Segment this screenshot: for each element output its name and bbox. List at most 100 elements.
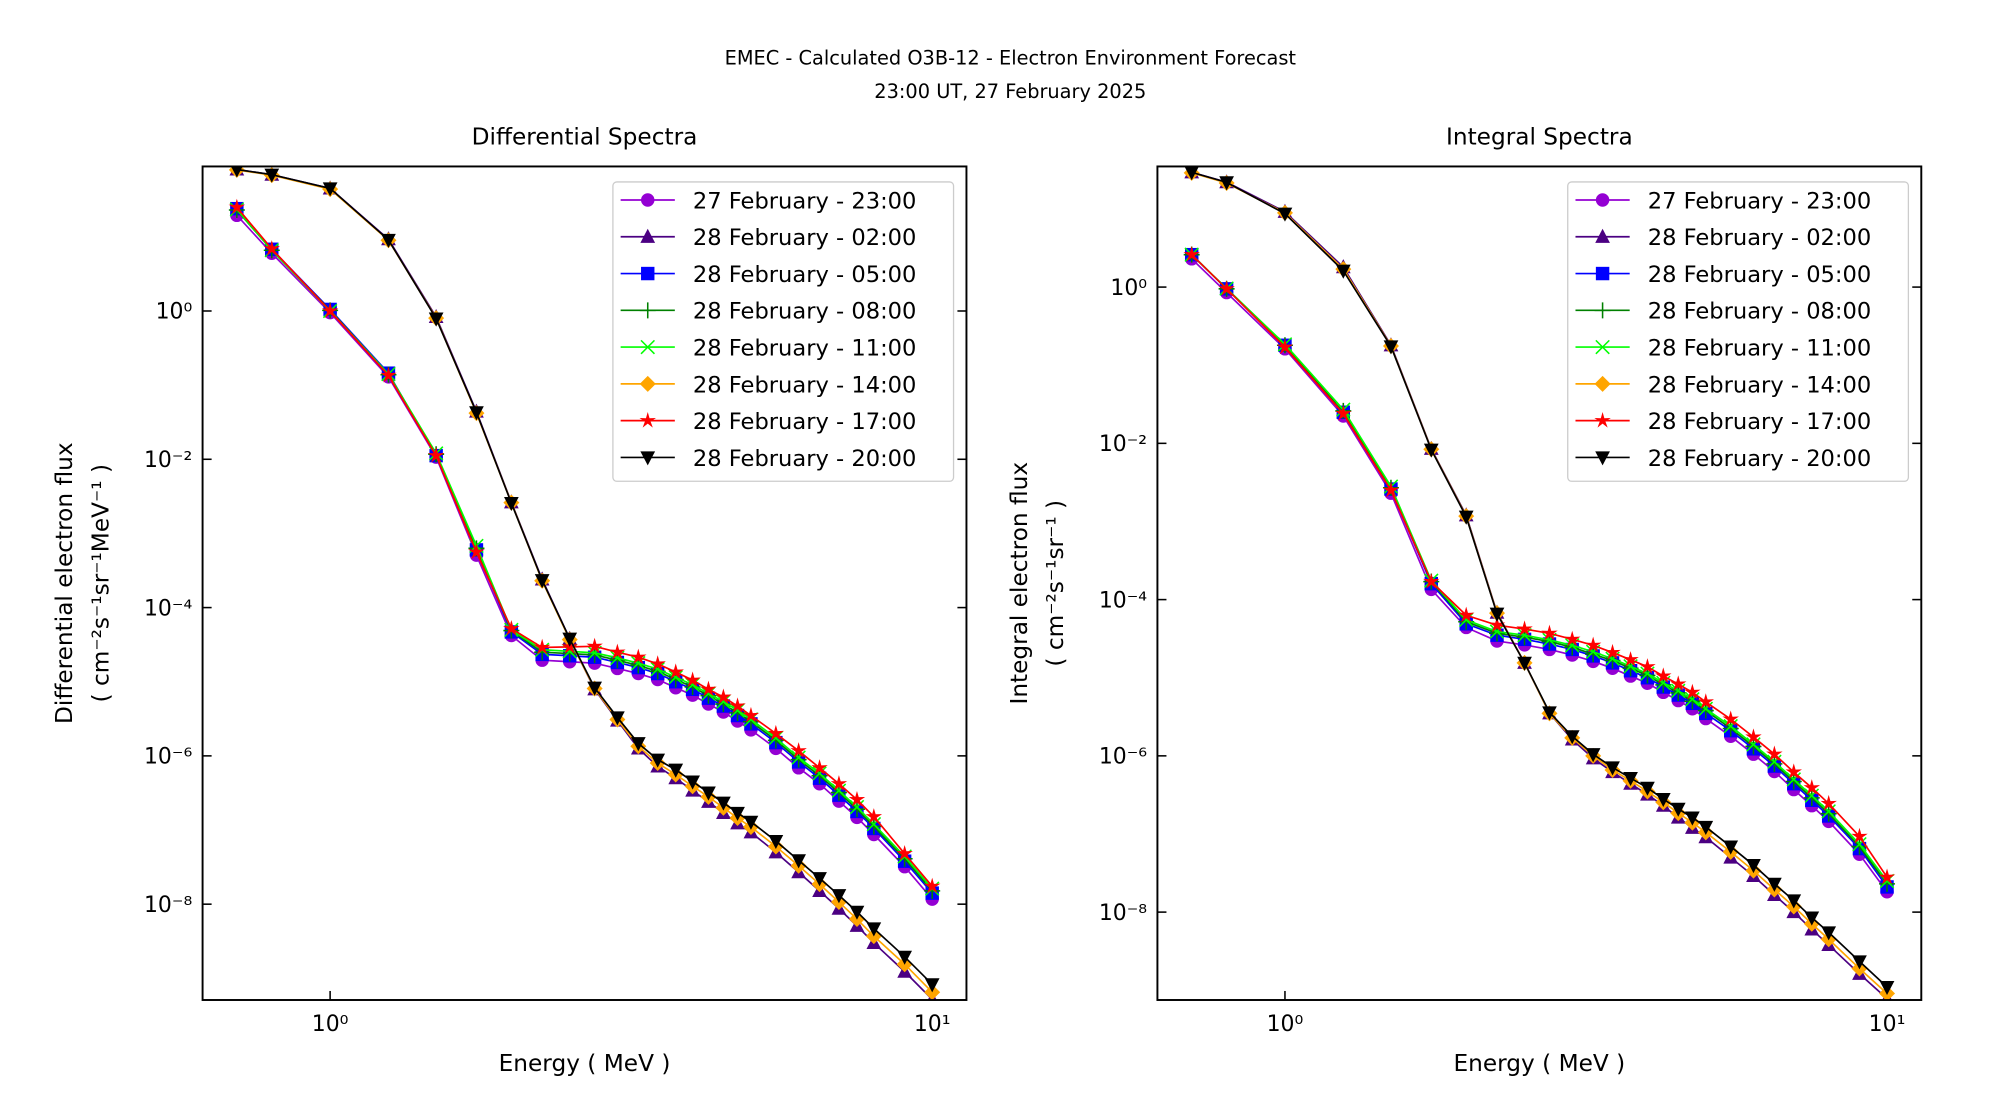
data-point bbox=[1489, 624, 1505, 639]
data-point bbox=[1746, 859, 1761, 874]
data-point bbox=[812, 766, 827, 781]
legend-label: 28 February - 11:00 bbox=[693, 335, 917, 361]
figure-subtitle: 23:00 UT, 27 February 2025 bbox=[874, 80, 1146, 103]
data-point bbox=[1183, 246, 1200, 262]
data-point bbox=[1685, 811, 1700, 826]
legend-label: 28 February - 14:00 bbox=[693, 372, 917, 398]
legend-marker bbox=[1594, 411, 1611, 428]
data-point bbox=[1821, 926, 1837, 941]
legend-label: 28 February - 20:00 bbox=[693, 446, 917, 472]
legend-label: 28 February - 20:00 bbox=[1648, 446, 1872, 472]
data-point bbox=[729, 697, 746, 714]
data-point bbox=[1541, 624, 1558, 641]
legend-label: 28 February - 02:00 bbox=[1648, 225, 1872, 251]
data-point bbox=[380, 366, 397, 383]
data-point bbox=[1383, 340, 1399, 355]
data-point bbox=[790, 742, 807, 758]
data-point bbox=[1851, 827, 1868, 844]
data-point bbox=[427, 446, 445, 463]
data-point bbox=[924, 978, 940, 993]
figure-title: EMEC - Calculated O3B-12 - Electron Envi… bbox=[725, 47, 1297, 70]
data-point bbox=[1517, 627, 1532, 643]
data-point bbox=[1457, 606, 1475, 623]
data-point bbox=[1785, 763, 1802, 780]
data-point bbox=[650, 753, 666, 768]
data-point bbox=[1542, 706, 1557, 721]
data-point bbox=[700, 680, 717, 697]
data-point bbox=[812, 872, 827, 887]
data-point bbox=[1821, 804, 1836, 819]
data-point bbox=[1584, 636, 1602, 653]
legend-label: 28 February - 08:00 bbox=[693, 299, 917, 325]
x-tick-label: 10⁰ bbox=[312, 1012, 349, 1037]
data-point bbox=[1542, 632, 1557, 648]
data-point bbox=[1605, 761, 1620, 776]
data-point bbox=[743, 815, 759, 830]
data-point bbox=[1335, 404, 1352, 421]
data-point bbox=[504, 496, 519, 512]
data-point bbox=[1458, 612, 1474, 628]
y-tick-label: 10⁻⁶ bbox=[1099, 745, 1147, 770]
x-axis-label: Energy ( MeV ) bbox=[1453, 1050, 1625, 1077]
data-point bbox=[1277, 207, 1293, 222]
legend-marker bbox=[640, 451, 656, 466]
data-point bbox=[830, 784, 847, 801]
data-point bbox=[1219, 176, 1234, 191]
legend-marker bbox=[641, 193, 655, 207]
data-point bbox=[1670, 802, 1686, 817]
data-point bbox=[730, 806, 745, 821]
data-point bbox=[1745, 728, 1762, 745]
data-point bbox=[1639, 667, 1656, 684]
data-point bbox=[1639, 658, 1656, 674]
axes-title: Differential Spectra bbox=[472, 124, 698, 151]
data-point bbox=[831, 889, 847, 904]
data-point bbox=[866, 816, 882, 832]
data-point bbox=[1766, 755, 1783, 772]
data-point bbox=[865, 808, 883, 824]
data-point bbox=[1803, 779, 1821, 795]
data-point bbox=[1851, 838, 1868, 855]
legend-marker bbox=[1594, 302, 1611, 319]
data-point bbox=[849, 799, 865, 815]
data-point bbox=[1655, 792, 1671, 808]
data-point bbox=[610, 711, 625, 726]
data-point bbox=[1767, 877, 1782, 892]
legend-marker bbox=[1595, 266, 1610, 281]
data-point bbox=[1276, 338, 1294, 355]
data-point bbox=[668, 763, 684, 778]
y-axis-label: Integral electron flux bbox=[1006, 462, 1033, 705]
data-point bbox=[1585, 748, 1601, 763]
data-point bbox=[897, 950, 912, 965]
legend-box bbox=[1567, 181, 1910, 482]
data-point bbox=[264, 168, 280, 183]
data-point bbox=[768, 730, 784, 746]
data-point bbox=[1804, 911, 1820, 926]
data-point bbox=[534, 574, 550, 589]
legend-marker bbox=[1595, 193, 1610, 207]
y-tick-label: 10⁻⁶ bbox=[144, 745, 192, 770]
data-point bbox=[790, 751, 807, 768]
legend-label: 28 February - 02:00 bbox=[693, 225, 917, 251]
legend-box bbox=[612, 181, 955, 482]
legend-label: 27 February - 23:00 bbox=[693, 188, 917, 214]
data-point bbox=[322, 182, 338, 197]
data-point bbox=[923, 877, 941, 894]
data-point bbox=[866, 922, 882, 937]
data-point bbox=[1697, 693, 1715, 709]
y-axis-label: Differential electron flux bbox=[51, 442, 78, 724]
legend-label: 28 February - 08:00 bbox=[1648, 299, 1872, 325]
data-point bbox=[701, 786, 716, 801]
data-point bbox=[730, 703, 745, 718]
data-point bbox=[1820, 805, 1837, 822]
legend-label: 27 February - 23:00 bbox=[1648, 188, 1872, 214]
y-tick-label: 10⁻² bbox=[144, 448, 192, 473]
data-point bbox=[1722, 720, 1739, 737]
legend-label: 28 February - 05:00 bbox=[1648, 262, 1872, 288]
data-point bbox=[428, 312, 444, 327]
data-point bbox=[263, 240, 280, 256]
data-point bbox=[848, 801, 865, 818]
data-point bbox=[1423, 443, 1439, 458]
data-point bbox=[1670, 675, 1687, 692]
data-point bbox=[1423, 572, 1440, 589]
